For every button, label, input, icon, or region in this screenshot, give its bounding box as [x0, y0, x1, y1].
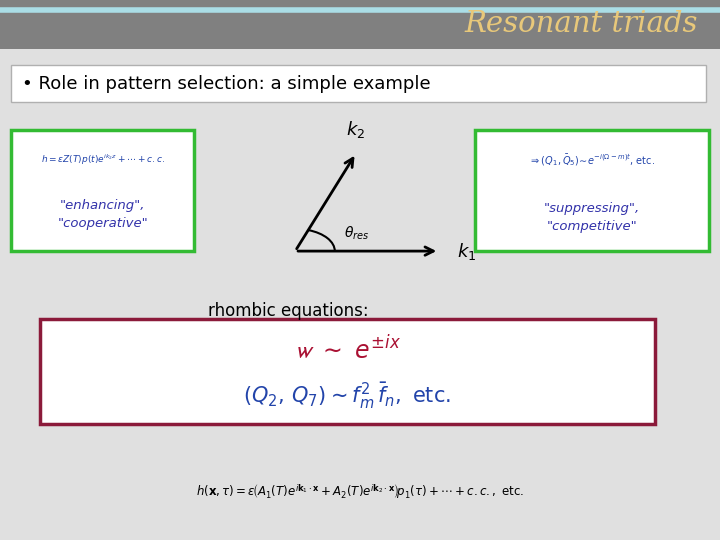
- Text: $k_1$: $k_1$: [457, 241, 477, 261]
- Bar: [475, 130, 709, 251]
- Text: "enhancing",
"cooperative": "enhancing", "cooperative": [57, 199, 148, 230]
- Text: $\theta_{res}$: $\theta_{res}$: [343, 225, 369, 242]
- Bar: [0, 0, 720, 49]
- Text: $\Rightarrow (Q_1,\bar{Q}_5)\!\sim\! e^{-i(\Omega-m)t}$, etc.: $\Rightarrow (Q_1,\bar{Q}_5)\!\sim\! e^{…: [529, 152, 655, 168]
- Text: • Role in pattern selection: a simple example: • Role in pattern selection: a simple ex…: [22, 75, 431, 93]
- Text: $h = \varepsilon Z(T)p(t)e^{ik_2 z} + \cdots + c.c.$: $h = \varepsilon Z(T)p(t)e^{ik_2 z} + \c…: [40, 153, 165, 167]
- Text: "suppressing",
"competitive": "suppressing", "competitive": [544, 201, 640, 233]
- Text: Resonant triads: Resonant triads: [465, 10, 698, 38]
- Text: $(Q_2,\, Q_7) \sim f_m^2\,\bar{f}_n,\ \mathrm{etc.}$: $(Q_2,\, Q_7) \sim f_m^2\,\bar{f}_n,\ \m…: [243, 380, 451, 411]
- Text: rhombic equations:: rhombic equations:: [207, 301, 369, 320]
- Bar: [40, 319, 655, 424]
- Bar: [11, 65, 706, 102]
- Text: $\mathcal{w}\ \sim\ e^{\pm ix}$: $\mathcal{w}\ \sim\ e^{\pm ix}$: [294, 336, 401, 364]
- Text: $k_2$: $k_2$: [346, 119, 366, 140]
- Text: $h(\mathbf{x},\tau) = \varepsilon\!\left(A_1(T)e^{i\mathbf{k}_1\cdot\mathbf{x}}+: $h(\mathbf{x},\tau) = \varepsilon\!\left…: [196, 482, 524, 501]
- Bar: [11, 130, 194, 251]
